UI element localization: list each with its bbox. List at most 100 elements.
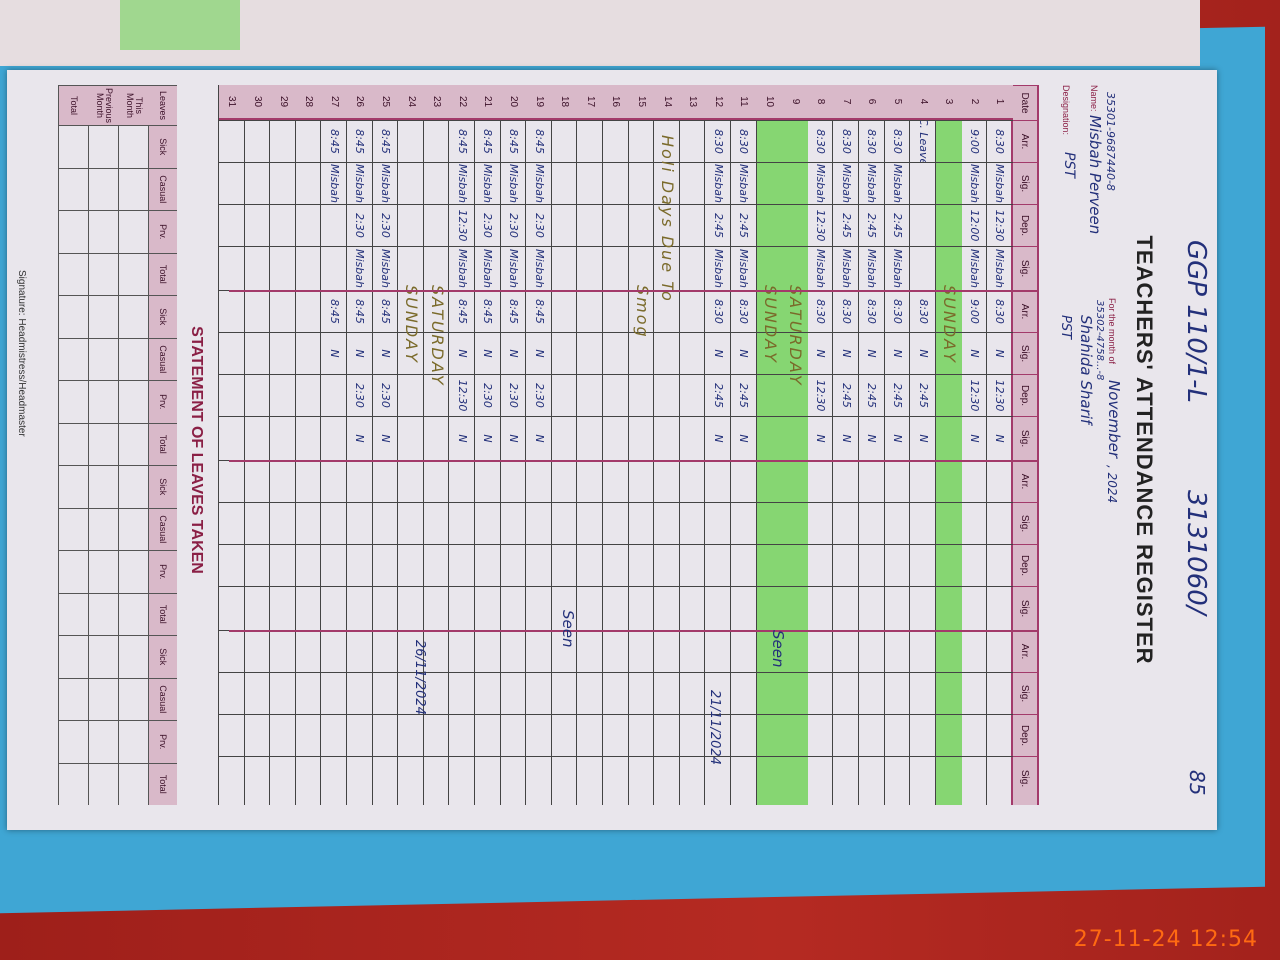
leaves-cell: [119, 635, 149, 678]
leaves-cell: [59, 465, 89, 508]
empty-cell: [372, 502, 399, 544]
header-dep: Dep.: [1013, 714, 1037, 756]
attendance-cell: [219, 204, 245, 246]
empty-cell: [526, 756, 553, 800]
attendance-cell: 2:30: [347, 374, 373, 416]
leaves-cell: [59, 635, 89, 678]
page-number: 85: [1185, 770, 1209, 796]
empty-cell: [782, 586, 809, 630]
attendance-cell: 8:30: [859, 120, 885, 162]
empty-cell: [859, 544, 885, 586]
empty-cell: [935, 714, 962, 756]
attendance-cell: [577, 246, 604, 290]
attendance-cell: 2:45: [833, 374, 860, 416]
row-note: SATURDAY: [786, 285, 806, 387]
empty-cell: [551, 714, 578, 756]
attendance-cell: [295, 162, 322, 204]
attendance-cell: N: [833, 332, 860, 374]
row-date: 17: [577, 85, 604, 120]
table-row: 1 8:30 Misbah 12:30 Misbah 8:30 N 12:30 N: [986, 85, 1013, 805]
attendance-cell: [756, 120, 783, 162]
header-sig: Sig.: [1013, 502, 1037, 544]
empty-cell: [577, 630, 604, 672]
empty-cell: [449, 672, 476, 714]
attendance-cell: [551, 374, 578, 416]
attendance-cell: [603, 120, 629, 162]
empty-cell: [731, 460, 757, 502]
attendance-cell: [270, 416, 297, 460]
row-date: 21: [475, 85, 501, 120]
attendance-cell: 12:30: [961, 374, 988, 416]
empty-cell: [270, 460, 297, 502]
empty-cell: [756, 460, 783, 502]
attendance-cell: [398, 204, 425, 246]
attendance-cell: [295, 374, 322, 416]
attendance-cell: N: [961, 332, 988, 374]
empty-cell: [807, 756, 834, 800]
attendance-cell: [782, 416, 809, 460]
empty-cell: [935, 502, 962, 544]
attendance-cell: N: [705, 416, 732, 460]
attendance-cell: [398, 416, 425, 460]
empty-cell: [679, 502, 706, 544]
table-row: 2 9:00 Misbah 12:00 Misbah 9:00 N 12:30 N: [960, 85, 988, 805]
leaves-cell: [89, 592, 119, 635]
attendance-cell: Misbah: [731, 162, 757, 204]
leaves-header-prv: Prv.: [149, 210, 177, 253]
table-row: 20 8:45 Misbah 2:30 Misbah 8:45 N 2:30 N: [499, 85, 527, 805]
attendance-cell: [679, 332, 706, 374]
empty-cell: [807, 714, 834, 756]
empty-cell: [270, 586, 297, 630]
row-note: SUNDAY: [760, 285, 780, 364]
empty-cell: [244, 586, 271, 630]
attendance-cell: [295, 204, 322, 246]
table-row: 3 SUNDAY: [934, 85, 962, 805]
attendance-cell: [295, 416, 322, 460]
table-row: 31: [218, 85, 245, 805]
attendance-cell: 2:30: [372, 374, 399, 416]
row-date: 22: [449, 85, 476, 120]
attendance-cell: 9:00: [961, 290, 988, 332]
empty-cell: [884, 544, 911, 586]
empty-cell: [321, 586, 348, 630]
leaves-header-casual: Casual: [149, 507, 177, 550]
attendance-cell: 8:45: [500, 290, 527, 332]
leaves-cell: [59, 422, 89, 465]
attendance-cell: [603, 204, 629, 246]
attendance-cell: 8:30: [807, 120, 834, 162]
leaves-header-label: Leaves: [149, 85, 177, 125]
empty-cell: [910, 672, 937, 714]
attendance-cell: [270, 120, 297, 162]
empty-cell: [987, 460, 1013, 502]
leaves-cell: [119, 337, 149, 380]
attendance-cell: 2:30: [500, 204, 527, 246]
empty-cell: [756, 714, 783, 756]
empty-cell: [756, 586, 783, 630]
empty-cell: [910, 544, 937, 586]
row-date: 10: [756, 85, 783, 120]
empty-cell: [577, 586, 604, 630]
attendance-cell: [321, 374, 348, 416]
attendance-cell: 2:45: [910, 374, 937, 416]
seen-date-2: 26/11/2024: [412, 640, 427, 715]
leaves-cell: [89, 677, 119, 720]
empty-cell: [500, 460, 527, 502]
attendance-cell: Misbah: [500, 246, 527, 290]
attendance-cell: 2:45: [731, 374, 757, 416]
attendance-cell: [679, 374, 706, 416]
empty-cell: [347, 714, 373, 756]
attendance-cell: [551, 416, 578, 460]
empty-cell: [987, 630, 1013, 672]
leaves-cell: [119, 507, 149, 550]
row-date: 31: [219, 85, 245, 120]
header-sig: Sig.: [1013, 162, 1037, 204]
row-note: Smog: [632, 285, 652, 339]
empty-cell: [807, 460, 834, 502]
empty-cell: [961, 714, 988, 756]
attendance-cell: [679, 290, 706, 332]
header-sig: Sig.: [1013, 246, 1037, 290]
empty-cell: [295, 630, 322, 672]
leaves-header-total: Total: [149, 762, 177, 805]
empty-cell: [244, 544, 271, 586]
empty-cell: [654, 544, 681, 586]
